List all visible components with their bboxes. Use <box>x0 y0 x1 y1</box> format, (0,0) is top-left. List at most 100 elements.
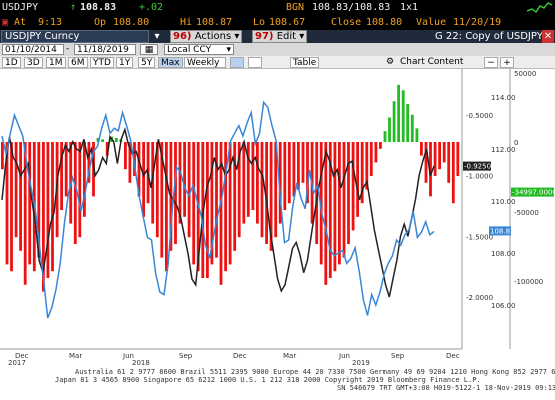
histogram-bar <box>297 142 300 190</box>
histogram-bar <box>287 142 291 204</box>
histogram-bar <box>210 142 214 265</box>
histogram-bar <box>369 142 373 176</box>
histogram-bar <box>442 142 446 163</box>
histogram-bars <box>1 84 460 292</box>
start-date-input[interactable]: 01/10/2014 <box>2 44 64 55</box>
actions-menu-button[interactable]: 96) Actions ▾ <box>170 30 243 43</box>
frequency-select-value: Weekly <box>187 58 220 68</box>
edit-menu-button[interactable]: 97) Edit ▾ <box>252 30 308 43</box>
chart-area[interactable]: -0.5000 -1.0000 -1.5000 -2.0000 114.00 112.00… <box>0 69 555 365</box>
period-5y-button[interactable]: 5Y <box>138 57 156 68</box>
histogram-bar <box>424 142 428 183</box>
recent-icon: ▣ <box>2 17 9 28</box>
currency-select[interactable]: Local CCY ▾ <box>164 44 234 55</box>
security-dropdown-icon[interactable]: ▾ <box>154 31 160 42</box>
bar-chart-icon[interactable] <box>248 57 262 68</box>
histogram-bar <box>292 142 296 197</box>
end-date-input[interactable]: 11/18/2019 <box>74 44 136 55</box>
histogram-bar <box>324 142 328 285</box>
histogram-bar <box>328 142 332 278</box>
histogram-bar <box>14 142 18 238</box>
histogram-bar <box>215 142 218 258</box>
histogram-bar <box>73 142 77 244</box>
bid-ask-size: 1x1 <box>400 2 419 13</box>
histogram-bar <box>155 142 159 238</box>
histogram-bar <box>306 142 309 204</box>
quote-stats: ▣ At 9:13 Op 108.80 Hi 108.87 Lo 108.67 … <box>0 15 555 30</box>
price-change: +.02 <box>139 2 164 13</box>
calendar-icon[interactable]: ▦ <box>140 44 158 55</box>
chevron-down-icon: ▾ <box>299 31 305 42</box>
histogram-bar <box>219 142 223 285</box>
histogram-bar <box>60 142 63 210</box>
histogram-bar <box>410 114 414 142</box>
chart-axes: -0.5000 -1.0000 -1.5000 -2.0000 114.00 112.00… <box>0 69 555 365</box>
hi-label: Hi <box>180 17 193 28</box>
histogram-bar <box>278 142 282 224</box>
histogram-bar <box>383 131 387 142</box>
chart-content-button[interactable]: Chart Content <box>400 57 464 67</box>
toolbar: 1D 3D 1M 6M YTD 1Y 5Y Max Weekly ▾ Table… <box>0 56 555 78</box>
histogram-bar <box>260 142 264 238</box>
quote-header: USDJPY ↑ 108.83 +.02 BGN 108.83/108.83 1… <box>0 0 555 15</box>
at-time: 9:13 <box>38 17 63 28</box>
time-axis-tick-label: Mar <box>69 352 82 360</box>
zoom-out-icon[interactable]: − <box>484 57 498 68</box>
period-1d-button[interactable]: 1D <box>2 57 21 68</box>
value-tag-blue <box>489 226 511 236</box>
chevron-down-icon: ▾ <box>226 45 231 55</box>
histogram-bar <box>174 142 177 244</box>
frequency-select[interactable]: Weekly ▾ <box>184 57 226 78</box>
histogram-bar <box>23 142 27 285</box>
year-label: 2018 <box>132 359 150 365</box>
period-max-button[interactable]: Max <box>158 57 183 68</box>
period-1m-button[interactable]: 1M <box>46 57 66 68</box>
period-3d-button[interactable]: 3D <box>24 57 43 68</box>
year-label: 2017 <box>8 359 26 365</box>
year-label: 2019 <box>352 359 370 365</box>
lo-label: Lo <box>253 17 266 28</box>
histogram-bar <box>51 142 54 272</box>
close-value: 108.80 <box>366 17 403 28</box>
edit-menu-label: Edit <box>276 31 297 42</box>
histogram-bar <box>379 142 382 149</box>
histogram-bar <box>128 142 132 183</box>
histogram-bar <box>397 84 400 142</box>
histogram-bar <box>388 117 391 142</box>
footer-session: SN 546679 TRT GMT+3:00 H019-5122-1 18-No… <box>337 384 555 392</box>
period-6m-button[interactable]: 6M <box>68 57 88 68</box>
menu-bar: USDJPY Curncy ▾ 96) Actions ▾ 97) Edit ▾… <box>0 30 555 43</box>
histogram-bar <box>183 142 186 217</box>
histogram-bar <box>338 142 341 265</box>
time-axis-tick-label: Dec <box>233 352 247 360</box>
line-chart-icon[interactable] <box>230 57 244 68</box>
histogram-bar <box>1 142 4 170</box>
histogram-bar <box>114 137 118 142</box>
histogram-bar <box>406 103 410 142</box>
right-axis-tick-label: -100000 <box>514 278 543 286</box>
at-label: At <box>14 17 27 28</box>
zoom-in-icon[interactable]: + <box>500 57 514 68</box>
ticker-label: USDJPY <box>2 2 39 13</box>
date-separator: - <box>66 44 70 54</box>
histogram-bar <box>251 142 255 210</box>
histogram-bar <box>187 142 191 238</box>
footer-contacts-2: Japan 81 3 4565 8900 Singapore 65 6212 1… <box>55 376 481 384</box>
close-icon[interactable]: ✕ <box>542 30 554 43</box>
time-axis-tick-label: Sep <box>179 352 193 360</box>
currency-select-value: Local CCY <box>167 45 212 55</box>
histogram-bar <box>5 142 9 265</box>
bid-ask: 108.83/108.83 <box>312 2 391 13</box>
edit-menu-number: 97) <box>255 31 274 42</box>
histogram-bar <box>274 142 278 238</box>
time-axis-tick-label: Jun <box>122 352 134 360</box>
time-axis-tick-label: Dec <box>15 352 29 360</box>
chevron-down-icon: ▾ <box>234 31 240 42</box>
period-ytd-button[interactable]: YTD <box>90 57 114 68</box>
left-axis-tick-label: -0.5000 <box>466 112 493 120</box>
histogram-bar <box>365 142 369 190</box>
security-field[interactable]: USDJPY Curncy <box>1 30 149 43</box>
settings-icon[interactable]: ⚙ <box>386 57 395 67</box>
table-button[interactable]: Table <box>290 57 320 68</box>
period-1y-button[interactable]: 1Y <box>116 57 134 68</box>
